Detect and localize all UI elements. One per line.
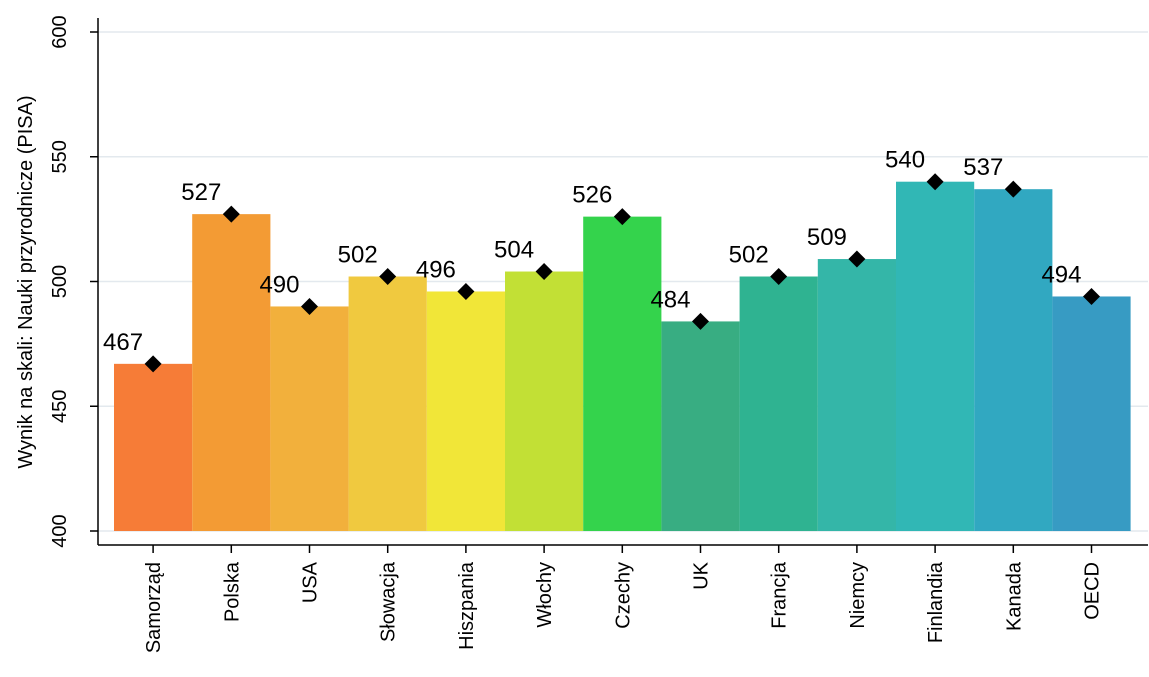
bar-kanada: [974, 189, 1053, 531]
y-tick-label-400: 400: [49, 514, 71, 547]
y-ticks: 400 450 500 550 600: [49, 15, 98, 548]
marker-wlochy: [535, 263, 553, 281]
data-label-oecd: 494: [1041, 261, 1081, 288]
y-tick-label-500: 500: [49, 265, 71, 298]
bar-czechy: [583, 216, 662, 531]
bar-hiszpania: [426, 291, 505, 531]
x-tick-label-finlandia: Finlandia: [925, 561, 947, 643]
data-label-finlandia: 540: [885, 147, 925, 174]
marker-finlandia: [926, 173, 944, 191]
x-tick-label-wlochy: Włochy: [534, 562, 556, 628]
x-tick-label-czechy: Czechy: [612, 562, 634, 629]
x-tick-label-samorzad: Samorząd: [143, 562, 165, 653]
marker-kanada: [1004, 180, 1022, 198]
marker-oecd: [1083, 287, 1100, 305]
marker-hiszpania: [457, 282, 475, 300]
markers: [144, 173, 1100, 373]
bar-polska: [192, 214, 271, 531]
marker-samorzad: [144, 355, 162, 373]
bar-uk: [661, 321, 740, 531]
data-label-wlochy: 504: [494, 237, 534, 264]
bar-usa: [270, 306, 349, 531]
data-label-czechy: 526: [572, 182, 612, 209]
x-tick-label-oecd: OECD: [1082, 562, 1104, 620]
data-label-samorzad: 467: [103, 329, 143, 356]
bar-wlochy: [505, 271, 584, 531]
marker-czechy: [613, 208, 631, 226]
x-ticks: Samorząd Polska USA Słowacja Hiszpania Włochy…: [143, 545, 1104, 653]
bar-samorzad: [114, 363, 193, 531]
data-labels: 467 527 490 502 496 504 526 484 502 509 540 537 494: [103, 147, 1081, 356]
marker-francja: [770, 268, 788, 286]
x-tick-label-uk: UK: [691, 561, 713, 589]
marker-slowacja: [379, 268, 397, 286]
y-tick-label-600: 600: [49, 15, 71, 48]
y-axis-title: Wynik na skali: Nauki przyrodnicze (PISA…: [15, 95, 37, 468]
marker-polska: [222, 205, 240, 223]
data-label-niemcy: 509: [807, 224, 847, 251]
x-tick-label-francja: Francja: [769, 561, 791, 629]
x-tick-label-hiszpania: Hiszpania: [456, 561, 478, 650]
bar-finlandia: [896, 181, 975, 531]
marker-uk: [692, 312, 709, 330]
data-label-polska: 527: [181, 179, 221, 206]
bars: [114, 181, 1131, 531]
x-tick-label-polska: Polska: [221, 561, 243, 622]
bar-slowacja: [348, 276, 427, 531]
x-tick-label-usa: USA: [300, 561, 322, 603]
data-label-francja: 502: [729, 242, 769, 269]
data-label-usa: 490: [259, 271, 299, 298]
data-label-kanada: 537: [963, 154, 1003, 181]
data-label-uk: 484: [650, 286, 690, 313]
marker-niemcy: [848, 250, 866, 268]
bar-niemcy: [817, 259, 896, 531]
y-tick-label-450: 450: [49, 390, 71, 423]
bar-francja: [739, 276, 818, 531]
data-label-slowacja: 502: [338, 242, 378, 269]
marker-usa: [301, 297, 318, 315]
x-tick-label-kanada: Kanada: [1003, 561, 1025, 631]
data-label-hiszpania: 496: [416, 256, 456, 283]
x-tick-label-slowacja: Słowacja: [378, 561, 400, 642]
y-tick-label-550: 550: [49, 140, 71, 173]
bar-oecd: [1052, 296, 1131, 531]
x-tick-label-niemcy: Niemcy: [847, 562, 869, 629]
